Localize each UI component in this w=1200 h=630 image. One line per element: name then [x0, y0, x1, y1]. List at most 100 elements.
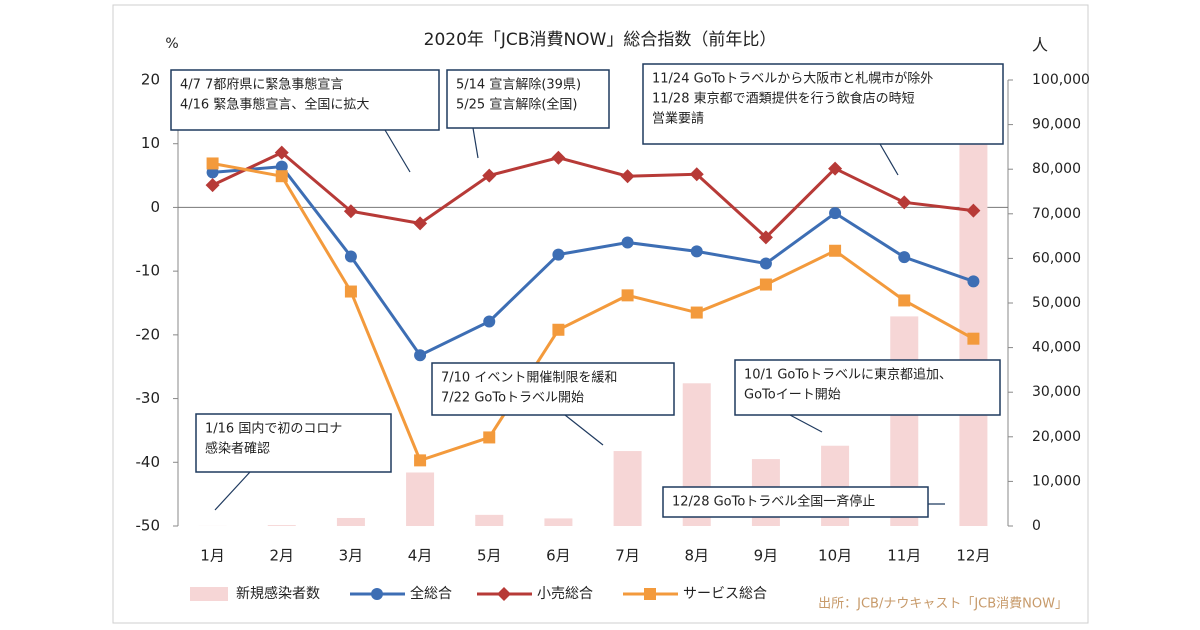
annotation-text: 感染者確認	[205, 441, 270, 457]
annotation-box	[734, 359, 1001, 416]
point	[344, 285, 357, 298]
point	[275, 170, 288, 183]
annotation-text: 4/7 7都府県に緊急事態宣言	[180, 77, 343, 93]
y-tick-label: 0	[150, 198, 160, 216]
y-tick-label: -40	[136, 453, 161, 471]
annotation-text: 4/16 緊急事態宣言、全国に拡大	[180, 97, 369, 113]
legend-marker	[644, 588, 656, 600]
annotation-text: 5/14 宣言解除(39県)	[456, 77, 581, 93]
y-tick-label: -50	[136, 517, 161, 535]
point	[551, 150, 566, 165]
x-tick-label: 3月	[339, 547, 364, 565]
annotation-text: 11/24 GoToトラベルから大阪市と札幌市が除外	[652, 71, 933, 87]
line	[212, 161, 975, 463]
legend-label: 全総合	[410, 585, 452, 602]
annotation-text: 11/28 東京都で酒類提供を行う飲食店の時短	[652, 91, 915, 107]
legend-swatch	[190, 587, 228, 601]
y2-tick-label: 0	[1032, 518, 1041, 534]
point	[205, 178, 220, 193]
annotation-text: GoToイート開始	[744, 388, 841, 403]
y-tick-label: 10	[141, 134, 160, 152]
x-tick-label: 12月	[956, 547, 990, 565]
y2-tick-label: 30,000	[1032, 384, 1081, 400]
point	[483, 315, 496, 328]
annotation-box	[446, 69, 610, 129]
line	[212, 165, 974, 358]
annotation-box	[195, 413, 392, 473]
point	[759, 278, 772, 291]
legend-marker	[497, 587, 511, 601]
y2-tick-label: 60,000	[1032, 250, 1081, 266]
point	[275, 160, 288, 173]
annotation-text: 10/1 GoToトラベルに東京都追加、	[744, 367, 952, 383]
chart-title: 2020年「JCB消費NOW」総合指数（前年比）	[424, 30, 777, 50]
point	[829, 207, 842, 220]
y2-tick-label: 40,000	[1032, 340, 1081, 356]
bar	[613, 451, 642, 526]
annotation-text: 1/16 国内で初のコロナ	[205, 421, 342, 437]
point	[552, 323, 565, 336]
y-axis-label: %	[165, 36, 178, 52]
point	[483, 431, 496, 444]
point	[413, 216, 428, 231]
point	[274, 145, 289, 160]
y2-tick-label: 70,000	[1032, 206, 1081, 222]
annotation-box	[431, 362, 675, 416]
point	[621, 236, 634, 249]
annotation-leader	[214, 471, 251, 511]
point	[689, 167, 704, 182]
y2-tick-label: 50,000	[1032, 295, 1081, 311]
point	[897, 195, 912, 210]
x-tick-label: 10月	[818, 547, 852, 565]
bar	[336, 517, 365, 526]
y2-axis-label: 人	[1032, 36, 1048, 55]
bar	[267, 525, 296, 526]
point	[343, 204, 358, 219]
y-tick-label: -10	[136, 262, 161, 280]
annotation-box	[170, 69, 440, 131]
annotation-box	[642, 63, 1004, 145]
bar	[406, 472, 435, 526]
point	[828, 161, 843, 176]
point	[690, 306, 703, 319]
legend-label: 新規感染者数	[236, 585, 320, 602]
x-tick-label: 6月	[546, 547, 571, 565]
point	[758, 230, 773, 245]
annotation-box	[662, 486, 929, 518]
y-tick-label: -30	[136, 389, 161, 407]
y2-tick-label: 100,000	[1032, 72, 1090, 88]
x-tick-label: 5月	[477, 547, 502, 565]
point	[967, 275, 980, 288]
point	[206, 157, 219, 170]
x-tick-label: 9月	[754, 547, 779, 565]
point	[344, 250, 357, 263]
annotation-leader	[472, 127, 479, 159]
point	[620, 169, 635, 184]
point	[690, 245, 703, 258]
legend-label: サービス総合	[683, 586, 767, 602]
point	[898, 294, 911, 307]
y-tick-label: 20	[141, 71, 160, 89]
point	[552, 248, 565, 261]
bar	[475, 514, 504, 526]
y2-tick-label: 90,000	[1032, 117, 1081, 133]
x-tick-label: 4月	[408, 547, 433, 565]
point	[621, 289, 634, 302]
legend-marker	[371, 588, 383, 600]
x-tick-label: 8月	[684, 547, 709, 565]
annotation-leader	[564, 414, 604, 446]
bar	[544, 518, 573, 526]
source-note: 出所：JCB/ナウキャスト「JCB消費NOW」	[818, 597, 1068, 612]
legend-label: 小売総合	[537, 586, 593, 602]
annotation-leader	[384, 129, 411, 173]
y2-tick-label: 10,000	[1032, 473, 1081, 489]
annotation-text: 7/10 イベント開催制限を緩和	[441, 371, 617, 386]
annotation-leader	[879, 143, 899, 176]
annotation-text: 5/25 宣言解除(全国)	[456, 97, 577, 113]
point	[966, 203, 981, 218]
point	[414, 349, 427, 362]
y-tick-label: -20	[136, 325, 161, 343]
annotation-text: 12/28 GoToトラベル全国一斉停止	[672, 494, 875, 510]
point	[898, 251, 911, 264]
